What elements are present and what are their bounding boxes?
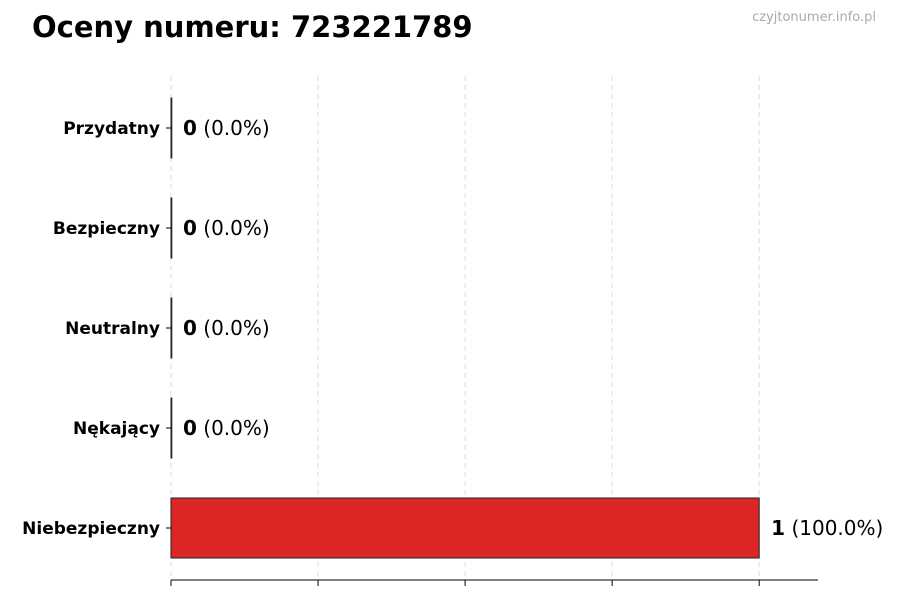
bar (170, 197, 173, 259)
y-tick-label: Neutralny (65, 319, 160, 339)
data-label-value: 1 (771, 516, 785, 540)
data-label-percent: (0.0%) (197, 216, 270, 240)
bar (170, 497, 760, 559)
data-label: 0 (0.0%) (183, 416, 270, 440)
data-label-percent: (0.0%) (197, 416, 270, 440)
bar (170, 297, 173, 359)
data-label-percent: (0.0%) (197, 116, 270, 140)
data-label-value: 0 (183, 316, 197, 340)
y-tick-label: Nękający (73, 419, 160, 439)
data-label: 0 (0.0%) (183, 316, 270, 340)
chart-title: Oceny numeru: 723221789 (32, 10, 473, 44)
data-label: 0 (0.0%) (183, 116, 270, 140)
y-tick-label: Niebezpieczny (22, 519, 160, 539)
y-tick-label: Przydatny (63, 119, 160, 139)
data-label: 0 (0.0%) (183, 216, 270, 240)
bar (170, 97, 173, 159)
watermark: czyjtonumer.info.pl (752, 10, 876, 25)
bar (170, 397, 173, 459)
data-label-value: 0 (183, 416, 197, 440)
data-label-percent: (0.0%) (197, 316, 270, 340)
data-label-percent: (100.0%) (785, 516, 883, 540)
data-label-value: 0 (183, 116, 197, 140)
data-label-value: 0 (183, 216, 197, 240)
y-tick-label: Bezpieczny (53, 219, 160, 239)
data-label: 1 (100.0%) (771, 516, 883, 540)
